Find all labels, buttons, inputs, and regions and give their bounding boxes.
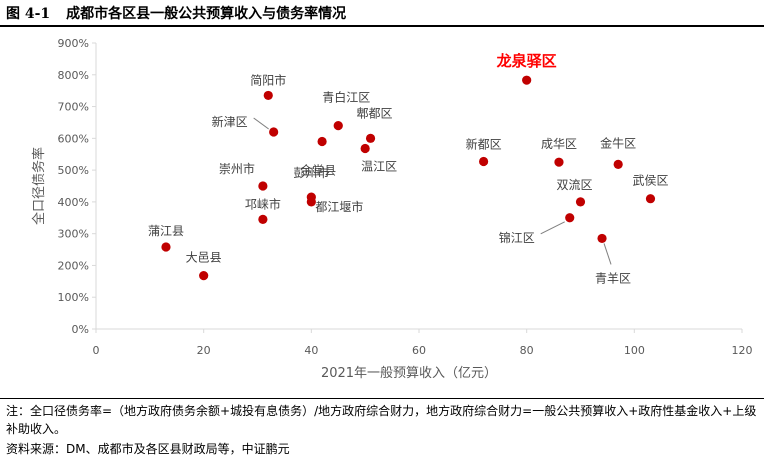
data-point [258,214,268,224]
x-tick-label: 100 [624,344,645,357]
y-tick-label: 100% [58,291,89,304]
data-point [258,181,268,191]
point-label: 简阳市 [250,72,286,87]
data-point [360,143,370,154]
x-axis-title: 2021年一般预算收入（亿元） [321,365,497,381]
data-point [199,271,209,281]
point-label: 崇州市 [219,161,255,176]
point-label: 郫都区 [357,105,393,120]
scatter-chart: 0% 100% 200% 300% 400% 500% 600% 700% 800% 900% 0 2… [31,37,753,381]
data-point [479,156,489,167]
label-leader-line [253,117,269,130]
data-point [269,127,279,137]
label-leader-line [603,243,612,265]
data-point [365,133,376,143]
point-label: 成华区 [541,137,577,151]
point-label: 彭州市 [293,165,329,180]
bottom-rule [0,398,764,399]
data-point [565,213,575,223]
data-point [645,194,656,204]
y-tick-label: 400% [58,196,89,209]
x-tick-label: 20 [197,344,211,357]
data-point [522,75,532,85]
data-point [554,157,564,167]
point-label: 新津区 [212,114,248,129]
figure-title: 图 4-1 成都市各区县一般公共预算收入与债务率情况 [6,3,346,23]
y-tick-label: 300% [58,228,89,241]
x-tick-label: 0 [93,344,100,357]
point-label: 龙泉驿区 [496,52,557,70]
figure-title-text: 成都市各区县一般公共预算收入与债务率情况 [66,6,347,22]
x-tick-label: 40 [304,344,318,357]
point-label: 武侯区 [632,174,668,188]
point-label: 新都区 [466,137,502,152]
y-tick-label: 600% [58,132,89,145]
point-label: 蒲江县 [148,224,184,238]
point-label: 双流区 [556,178,592,192]
label-leader-line [540,221,565,235]
y-tick-label: 800% [58,69,89,82]
data-point [575,197,586,207]
x-tick-label: 120 [732,344,753,357]
data-point [597,233,607,244]
point-label: 金牛区 [600,135,636,150]
x-tick-label: 80 [520,344,534,357]
data-point [306,197,316,207]
point-label: 青白江区 [322,90,370,105]
footnote: 注：全口径债务率=（地方政府债务余额+城投有息债务）/地方政府综合财力，地方政府… [6,404,757,436]
y-tick-label: 200% [58,259,89,272]
point-label: 金堂县 [300,163,336,178]
data-point [613,159,623,169]
data-point [161,242,171,252]
y-tick-label: 900% [58,37,89,50]
data-point [333,121,343,131]
point-label: 青羊区 [595,270,631,285]
x-tick-label: 60 [412,344,426,357]
y-axis-title: 全口径债务率 [31,147,47,225]
point-label: 大邑县 [186,251,222,265]
y-tick-label: 500% [58,164,89,177]
point-label: 锦江区 [499,231,535,245]
data-point [317,136,327,147]
figure-number: 图 4-1 [6,6,51,22]
point-label: 都江堰市 [315,199,363,214]
point-label: 温江区 [361,160,397,174]
top-rule [0,25,764,27]
source-line: 资料来源：DM、成都市及各区县财政局等，中证鹏元 [6,442,290,456]
point-label: 邛崃市 [245,196,281,211]
data-point [263,90,273,101]
y-tick-label: 700% [58,101,89,114]
y-tick-label: 0% [72,323,89,336]
